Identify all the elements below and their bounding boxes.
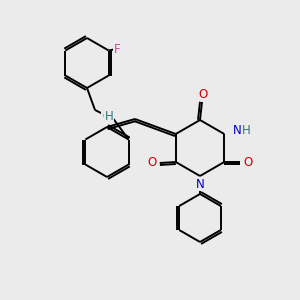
Text: O: O xyxy=(198,88,208,100)
Text: H: H xyxy=(242,124,250,136)
Text: F: F xyxy=(114,43,121,56)
Text: N: N xyxy=(196,178,204,190)
Text: N: N xyxy=(233,124,242,136)
Text: O: O xyxy=(102,110,112,122)
Text: O: O xyxy=(147,157,156,169)
Text: O: O xyxy=(244,155,253,169)
Text: H: H xyxy=(105,110,113,122)
